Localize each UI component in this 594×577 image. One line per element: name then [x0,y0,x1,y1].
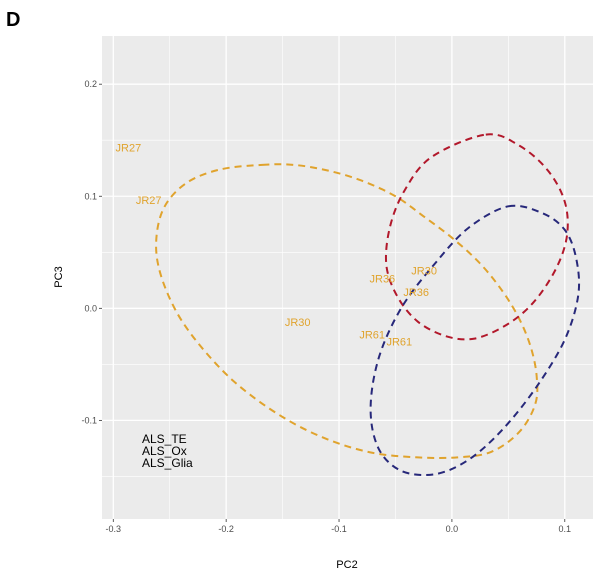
legend-entry: ALS_TE [142,432,187,446]
point-label: JR30 [285,317,311,329]
x-axis-title: PC2 [336,559,357,571]
x-tick-label: -0.3 [106,524,122,534]
point-label: JR61 [359,330,385,342]
point-label: JR27 [136,195,162,207]
legend-entry: ALS_Ox [142,444,187,458]
y-tick-label: 0.2 [84,79,97,89]
y-tick-label: 0.0 [84,303,97,313]
x-tick-label: 0.0 [446,524,459,534]
y-axis-title: PC3 [53,266,65,287]
legend-entry: ALS_Glia [142,456,193,470]
ellipse-navy [369,204,581,477]
x-tick-label: 0.1 [559,524,572,534]
point-label: JR30 [411,266,437,278]
x-tick-label: -0.2 [218,524,234,534]
point-label: JR36 [370,274,396,286]
y-axis: -0.1 0.0 0.1 0.2 [81,79,102,425]
gridlines [102,36,593,519]
x-tick-label: -0.1 [331,524,347,534]
y-tick-label: -0.1 [81,415,97,425]
y-tick-label: 0.1 [84,191,97,201]
ellipse-red [384,133,569,341]
ellipse-gold [155,163,539,459]
x-axis: -0.3 -0.2 -0.1 0.0 0.1 [106,519,572,534]
panel-letter: D [6,9,20,31]
point-label: JR36 [403,287,429,299]
point-label: JR61 [386,336,412,348]
ellipses [155,133,581,477]
point-label: JR27 [116,142,142,154]
